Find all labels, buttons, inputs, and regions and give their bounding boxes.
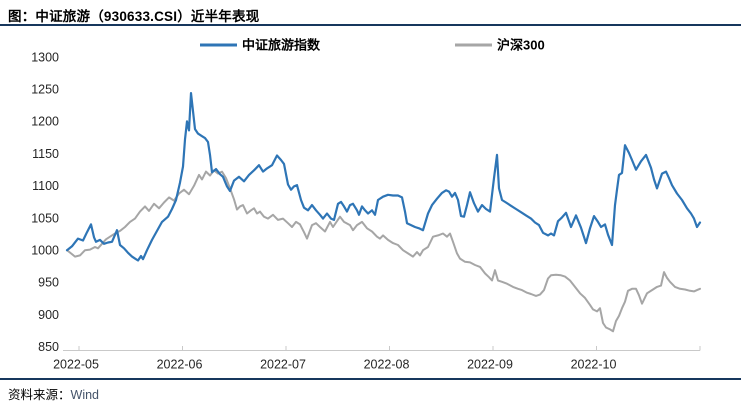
y-tick-label: 1000 bbox=[31, 244, 59, 258]
y-tick-label: 850 bbox=[38, 340, 59, 354]
y-tick-label: 950 bbox=[38, 276, 59, 290]
x-tick-label: 2022-05 bbox=[53, 358, 99, 372]
y-tick-label: 1150 bbox=[32, 147, 59, 161]
x-tick-label: 2022-07 bbox=[260, 358, 306, 372]
source-divider bbox=[0, 378, 741, 380]
title-divider bbox=[0, 24, 741, 26]
y-tick-label: 1250 bbox=[31, 83, 59, 97]
legend-label-2: 沪深300 bbox=[497, 38, 545, 53]
legend-label-1: 中证旅游指数 bbox=[242, 38, 321, 53]
y-tick-label: 900 bbox=[38, 308, 59, 322]
y-tick-label: 1200 bbox=[31, 115, 59, 129]
x-tick-label: 2022-06 bbox=[157, 358, 203, 372]
y-tick-label: 1050 bbox=[31, 211, 59, 225]
line-chart: 中证旅游指数 沪深300 2022-05 2022-06 2022-07 2022-08 2… bbox=[31, 38, 702, 372]
y-tick-label: 1100 bbox=[32, 179, 59, 193]
series-line-沪深300 bbox=[66, 169, 701, 333]
series-line-中证旅游指数 bbox=[65, 91, 702, 262]
source-label: 资料来源： bbox=[8, 388, 71, 402]
source-note: 资料来源：Wind bbox=[8, 384, 99, 403]
x-tick-label: 2022-08 bbox=[364, 358, 410, 372]
chart-title: 图：中证旅游（930633.CSI）近半年表现 bbox=[8, 9, 260, 24]
source-value: Wind bbox=[70, 388, 99, 402]
x-tick-label: 2022-09 bbox=[467, 358, 513, 372]
y-tick-label: 1300 bbox=[31, 50, 59, 64]
x-tick-label: 2022-10 bbox=[571, 358, 617, 372]
